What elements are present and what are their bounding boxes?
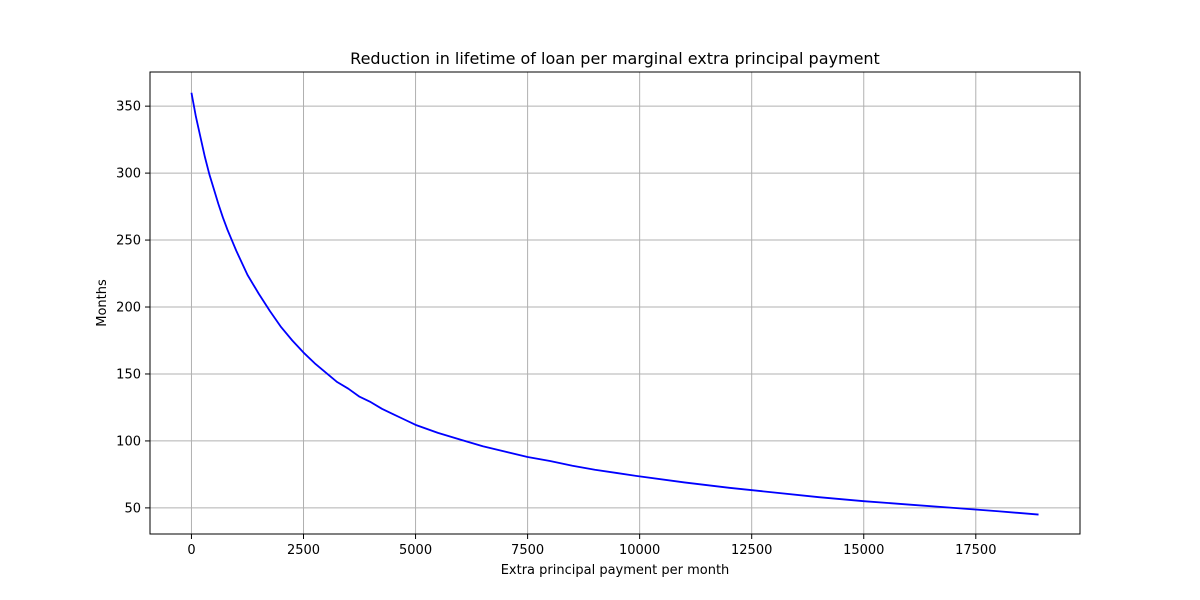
- x-tick-label: 0: [187, 543, 195, 558]
- y-tick-label: 100: [116, 434, 141, 449]
- chart-title: Reduction in lifetime of loan per margin…: [350, 49, 880, 68]
- y-tick-label: 350: [116, 100, 141, 115]
- x-tick-label: 5000: [399, 543, 432, 558]
- x-tick-label: 17500: [955, 543, 996, 558]
- y-tick-label: 300: [116, 167, 141, 182]
- y-tick-label: 50: [124, 501, 141, 516]
- grid: [150, 72, 1080, 534]
- series-layer: [190, 92, 1039, 516]
- x-tick-label: 12500: [731, 543, 772, 558]
- x-tick-label: 15000: [843, 543, 884, 558]
- axis-ticks: 0 2500 5000 7500 10000 12500 15000 17500 50 100 15…: [116, 100, 996, 558]
- x-tick-label: 10000: [619, 543, 660, 558]
- y-axis-label: Months: [95, 279, 110, 327]
- x-tick-label: 7500: [511, 543, 544, 558]
- y-tick-label: 200: [116, 301, 141, 316]
- plot-frame: [149, 71, 1081, 535]
- y-tick-label: 250: [116, 234, 141, 249]
- series-line: [190, 92, 1039, 516]
- x-axis-label: Extra principal payment per month: [501, 563, 730, 578]
- y-tick-label: 150: [116, 367, 141, 382]
- x-tick-label: 2500: [287, 543, 320, 558]
